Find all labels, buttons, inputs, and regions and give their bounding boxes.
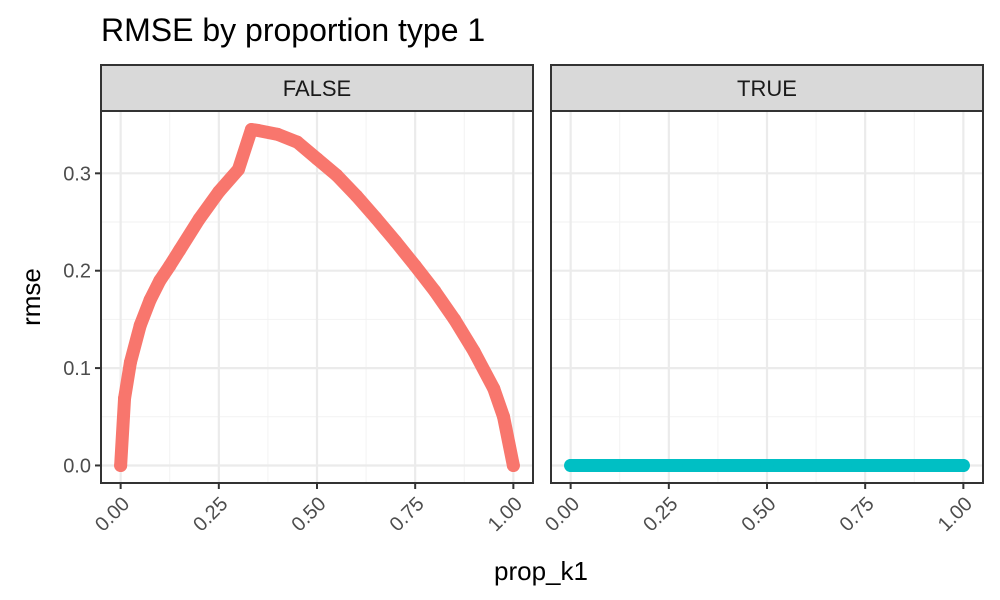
data-point bbox=[231, 162, 245, 176]
data-point bbox=[497, 410, 511, 424]
data-point bbox=[603, 458, 617, 472]
y-tick-label: 0.1 bbox=[63, 358, 91, 380]
x-axis-title: prop_k1 bbox=[494, 556, 588, 586]
data-point bbox=[408, 259, 422, 273]
facet-strip-label: TRUE bbox=[737, 76, 797, 101]
data-point bbox=[681, 458, 695, 472]
y-tick-label: 0.3 bbox=[63, 163, 91, 185]
data-point bbox=[163, 259, 177, 273]
data-point bbox=[467, 345, 481, 359]
data-point bbox=[642, 458, 656, 472]
data-point bbox=[389, 234, 403, 248]
data-point bbox=[123, 355, 137, 369]
facet-strip-label: FALSE bbox=[283, 76, 351, 101]
data-point bbox=[369, 211, 383, 225]
data-point bbox=[133, 318, 147, 332]
data-point bbox=[143, 293, 157, 307]
data-point bbox=[118, 391, 132, 405]
data-point bbox=[330, 168, 344, 182]
data-point bbox=[917, 458, 931, 472]
data-point bbox=[310, 152, 324, 166]
data-point bbox=[760, 458, 774, 472]
data-point bbox=[506, 458, 520, 472]
data-point bbox=[878, 458, 892, 472]
chart-title: RMSE by proportion type 1 bbox=[101, 12, 485, 48]
data-point bbox=[428, 284, 442, 298]
data-point bbox=[799, 458, 813, 472]
data-point bbox=[839, 458, 853, 472]
data-point bbox=[487, 382, 501, 396]
data-point bbox=[212, 185, 226, 199]
data-point bbox=[349, 189, 363, 203]
data-point bbox=[564, 458, 578, 472]
data-point bbox=[114, 458, 128, 472]
data-point bbox=[956, 458, 970, 472]
data-point bbox=[251, 123, 265, 137]
y-axis-title: rmse bbox=[16, 268, 46, 326]
data-point bbox=[290, 135, 304, 149]
data-point bbox=[271, 127, 285, 141]
data-point bbox=[192, 212, 206, 226]
facet-strip bbox=[100, 64, 534, 112]
y-tick-label: 0.2 bbox=[63, 261, 91, 283]
data-point bbox=[173, 243, 187, 257]
y-tick-label: 0.0 bbox=[63, 455, 91, 477]
data-point bbox=[153, 273, 167, 287]
data-point bbox=[721, 458, 735, 472]
data-point bbox=[447, 312, 461, 326]
